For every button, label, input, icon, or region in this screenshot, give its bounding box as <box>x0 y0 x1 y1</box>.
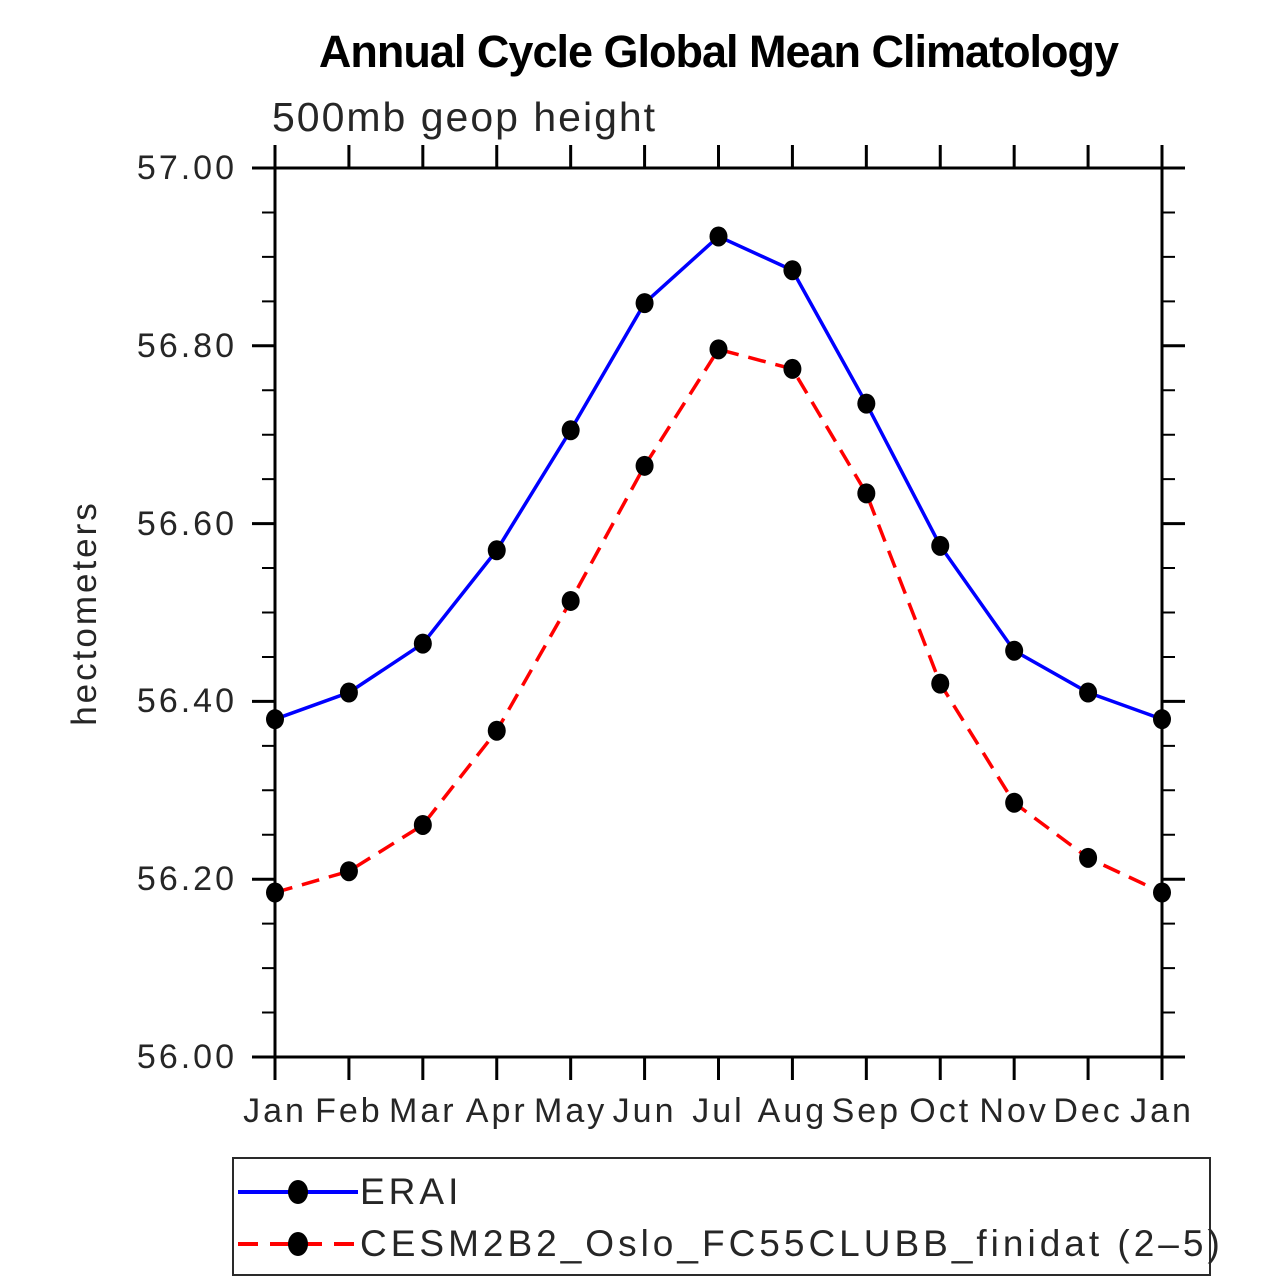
data-point-marker <box>1153 709 1171 730</box>
data-point-marker <box>413 633 432 654</box>
y-tick-label: 56.80 <box>136 326 237 365</box>
chart-subtitle: 500mb geop height <box>272 94 658 140</box>
legend-label: ERAI <box>360 1171 463 1212</box>
legend-label: CESM2B2_Oslo_FC55CLUBB_finidat (2–5) <box>360 1223 1224 1264</box>
legend: ERAI CESM2B2_Oslo_FC55CLUBB_finidat (2–5… <box>232 1157 1220 1276</box>
x-tick-label: Jul <box>692 1092 745 1130</box>
data-point-marker <box>561 590 580 611</box>
data-point-marker <box>635 293 654 314</box>
data-point-marker <box>1079 847 1098 868</box>
legend-line-sample-cesm <box>238 1232 358 1256</box>
data-point-marker <box>413 814 432 835</box>
data-point-marker <box>1153 882 1171 903</box>
data-point-marker <box>561 420 580 441</box>
x-tick-label: Apr <box>465 1092 528 1130</box>
legend-marker-icon <box>288 1232 308 1256</box>
x-tick-label: Jun <box>612 1092 677 1130</box>
data-point-marker <box>1079 682 1098 703</box>
x-tick-label: Mar <box>389 1092 457 1130</box>
data-point-marker <box>339 682 358 703</box>
y-tick-label: 57.00 <box>136 149 237 187</box>
y-tick-label: 56.00 <box>136 1038 237 1076</box>
data-point-marker <box>339 861 358 882</box>
data-point-marker <box>487 720 506 741</box>
data-point-marker <box>487 540 506 561</box>
x-axis-ticks <box>273 145 1164 1080</box>
x-tick-label: Nov <box>979 1092 1049 1130</box>
y-tick-label: 56.20 <box>136 860 237 899</box>
data-point-marker <box>857 393 876 414</box>
data-point-marker <box>266 882 284 903</box>
x-tick-label: Jan <box>243 1092 307 1130</box>
data-point-marker <box>1005 640 1024 661</box>
x-tick-label: May <box>534 1092 608 1130</box>
data-point-marker <box>783 260 802 281</box>
x-tick-label: Dec <box>1053 1092 1123 1130</box>
x-tick-label: Feb <box>315 1092 383 1130</box>
data-point-marker <box>857 483 876 504</box>
y-axis-minor-ticks <box>262 211 1175 1014</box>
data-point-marker <box>783 358 802 379</box>
data-point-marker <box>1005 792 1024 813</box>
data-point-marker <box>931 673 950 694</box>
legend-marker-icon <box>288 1180 308 1204</box>
x-tick-label: Aug <box>757 1092 828 1130</box>
data-point-marker <box>709 339 728 360</box>
legend-item-erai: ERAI <box>238 1170 462 1214</box>
data-point-marker <box>709 226 728 247</box>
y-tick-label: 56.60 <box>136 504 237 543</box>
data-point-marker <box>266 709 284 730</box>
x-tick-label: Oct <box>909 1092 972 1130</box>
y-axis-label: hectometers <box>65 500 104 726</box>
x-tick-label: Jan <box>1130 1092 1194 1130</box>
series-line-erai <box>274 234 1163 721</box>
x-tick-label: Sep <box>831 1092 902 1130</box>
axis-box <box>273 166 1164 1059</box>
series-line-cesm <box>274 347 1163 895</box>
y-tick-label: 56.40 <box>136 682 237 721</box>
legend-item-cesm: CESM2B2_Oslo_FC55CLUBB_finidat (2–5) <box>238 1222 1224 1266</box>
y-axis-major-ticks <box>252 166 1185 1059</box>
data-point-marker <box>635 455 654 476</box>
legend-line-sample-erai <box>238 1180 358 1204</box>
chart-title: Annual Cycle Global Mean Climatology <box>318 26 1119 77</box>
data-point-marker <box>931 535 950 556</box>
